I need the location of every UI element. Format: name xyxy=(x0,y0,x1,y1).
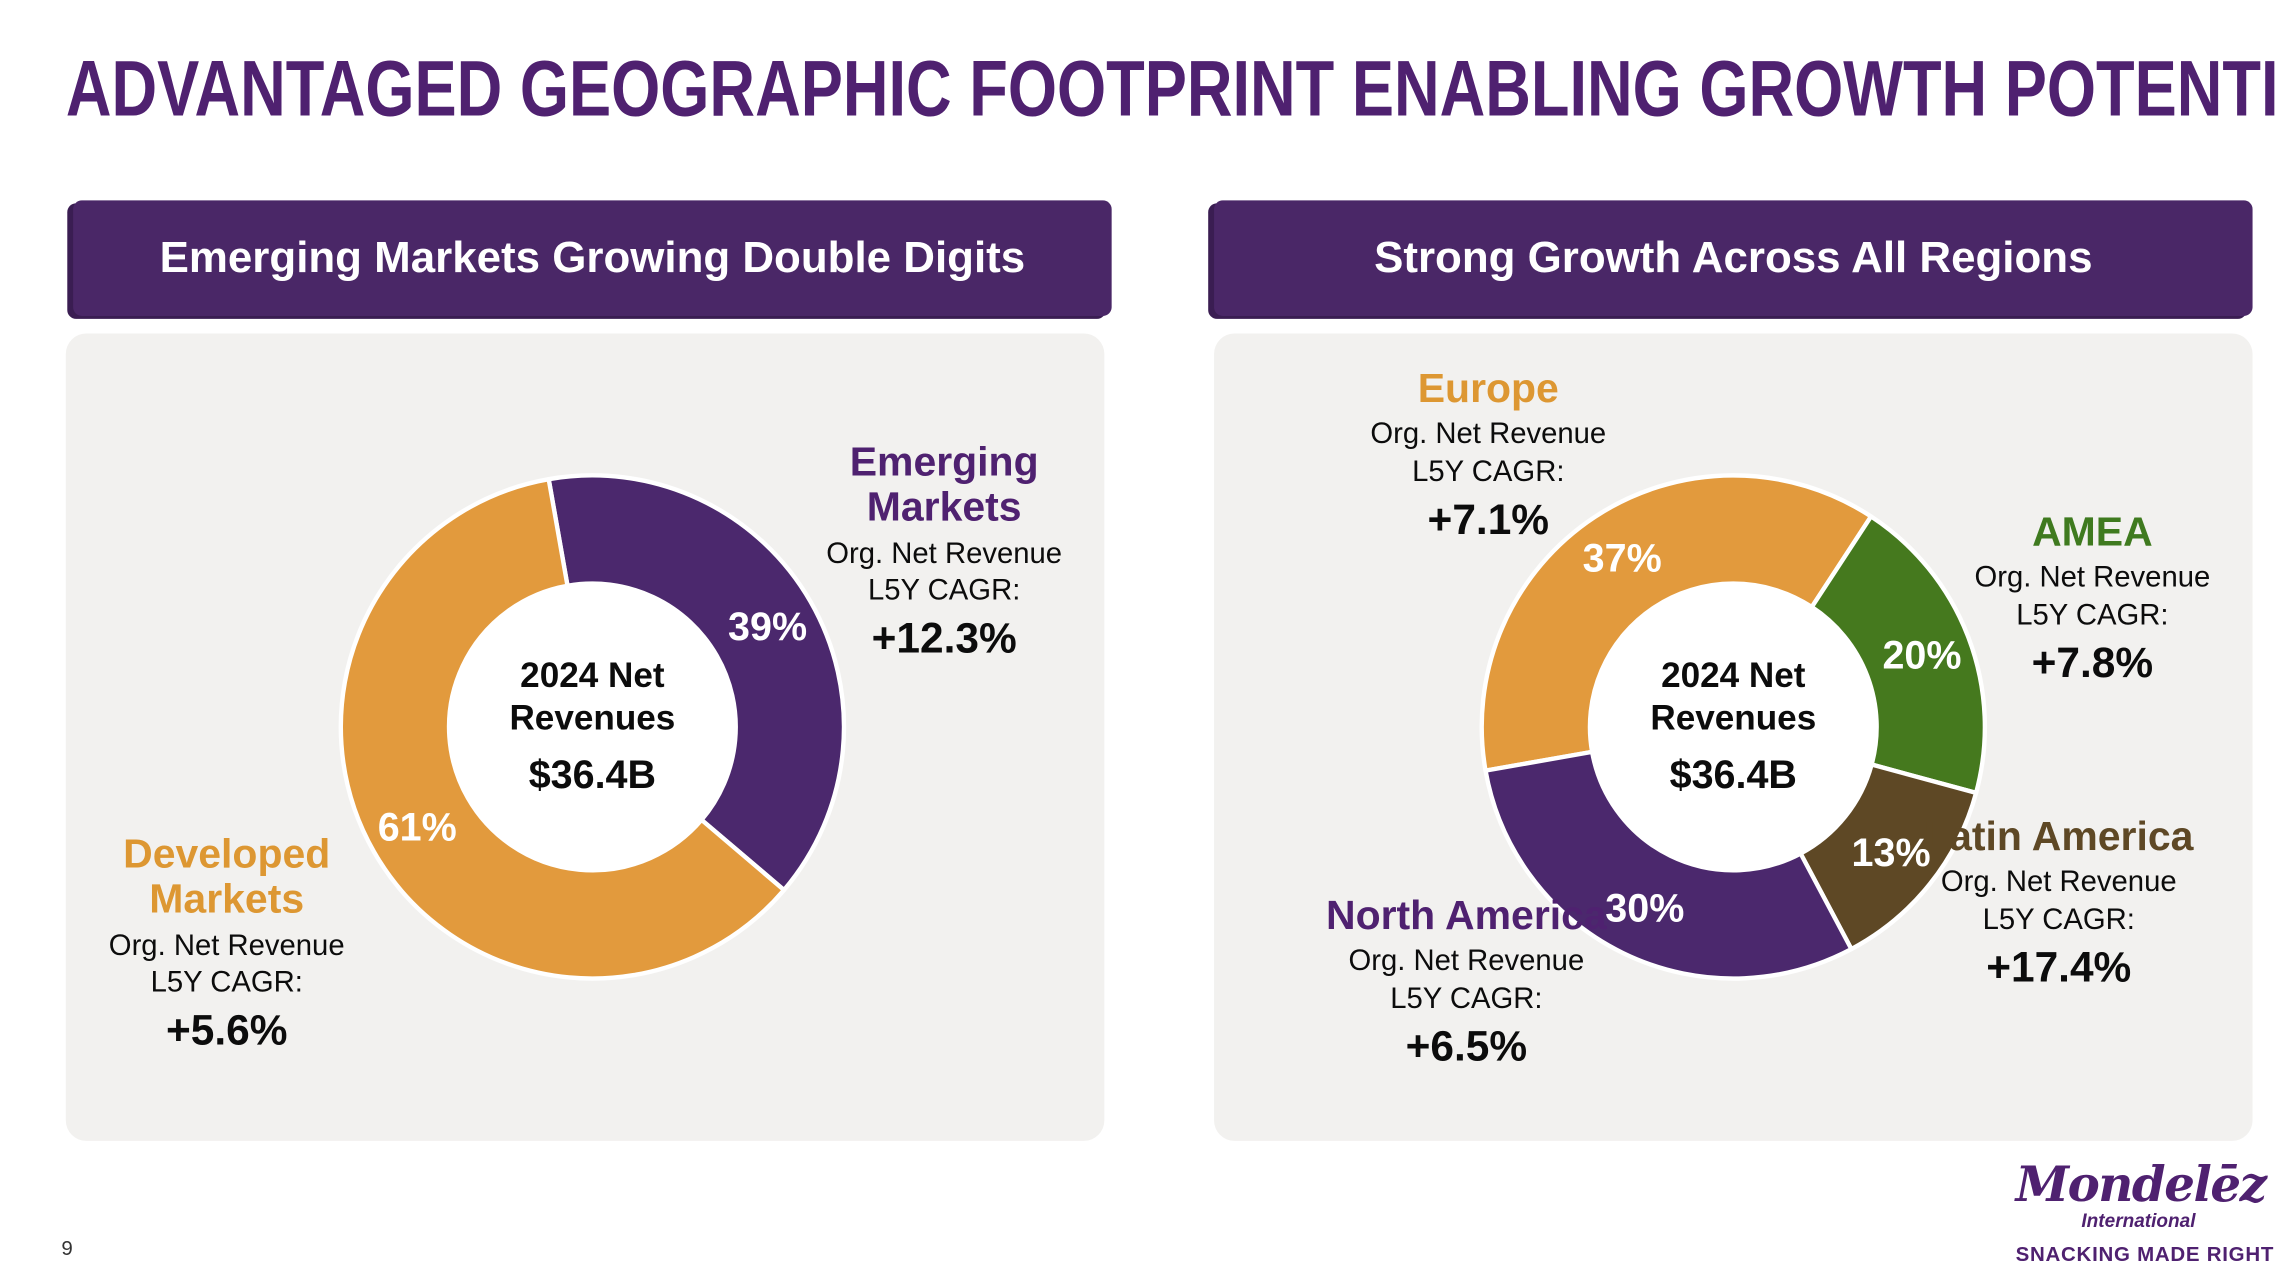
logo-tagline-text: SNACKING MADE RIGHT xyxy=(2015,1241,2275,1266)
center-line-1: 2024 Net xyxy=(1661,656,1806,696)
segment-note-line2: L5Y CAGR: xyxy=(2016,599,2169,632)
left-panel-header: Emerging Markets Growing Double Digits xyxy=(73,200,1112,316)
segment-label: North America xyxy=(1326,892,1607,938)
segment-cagr-value: +12.3% xyxy=(871,615,1017,663)
left-panel-header-label: Emerging Markets Growing Double Digits xyxy=(159,233,1026,282)
segment-note-line2: L5Y CAGR: xyxy=(150,967,303,1000)
segment-note-line2: L5Y CAGR: xyxy=(1412,456,1565,489)
segment-label: Europe xyxy=(1417,365,1559,412)
donut-hole xyxy=(446,580,739,874)
segment-annotation-amea: AMEA Org. Net Revenue L5Y CAGR: +7.8% xyxy=(1928,509,2257,688)
donut-segment-emerging-markets xyxy=(546,473,847,893)
donut-hole xyxy=(1587,580,1880,874)
segment-label: AMEA xyxy=(2032,509,2153,555)
center-line-2: Revenues xyxy=(1650,698,1817,738)
segment-label: Developed Markets xyxy=(123,830,331,923)
donut-percent-label: 39% xyxy=(728,605,807,649)
donut-percent-label: 30% xyxy=(1605,887,1684,931)
right-panel-header-label: Strong Growth Across All Regions xyxy=(1374,233,2093,282)
donut-segment-europe xyxy=(1479,473,1874,773)
segment-note-line1: Org. Net Revenue xyxy=(826,537,1063,571)
segment-annotation-emerging-markets: Emerging Markets Org. Net Revenue L5Y CA… xyxy=(772,439,1116,664)
segment-cagr-value: +6.5% xyxy=(1405,1023,1528,1071)
segment-annotation-europe: Europe Org. Net Revenue L5Y CAGR: +7.1% xyxy=(1316,366,1660,545)
segment-label: Emerging Markets xyxy=(849,438,1039,531)
segment-cagr-value: +5.6% xyxy=(165,1007,288,1055)
donut-percent-label: 20% xyxy=(1882,633,1961,677)
segment-note-line1: Org. Net Revenue xyxy=(1940,866,2177,899)
segment-cagr-value: +7.8% xyxy=(2031,639,2154,687)
page-number: 9 xyxy=(61,1235,73,1260)
segment-note-line2: L5Y CAGR: xyxy=(1982,903,2135,937)
donut-percent-label: 61% xyxy=(378,805,457,849)
center-value: $36.4B xyxy=(1669,752,1797,797)
donut-segment-developed-markets xyxy=(338,477,787,981)
segment-note-line1: Org. Net Revenue xyxy=(1974,562,2211,595)
donut-chart-emerging-vs-developed: 39% 61% xyxy=(338,473,847,981)
segment-note-line2: L5Y CAGR: xyxy=(1390,982,1543,1016)
segment-annotation-north-america: North America Org. Net Revenue L5Y CAGR:… xyxy=(1324,892,1609,1071)
donut-center-label-left: 2024 Net Revenues $36.4B xyxy=(468,656,717,797)
segment-note-line1: Org. Net Revenue xyxy=(1348,945,1585,978)
segment-note-line1: Org. Net Revenue xyxy=(1370,418,1607,452)
donut-segment-amea xyxy=(1809,514,1988,796)
segment-cagr-value: +7.1% xyxy=(1427,496,1550,544)
segment-note-line2: L5Y CAGR: xyxy=(868,575,1021,608)
segment-annotation-developed-markets: Developed Markets Org. Net Revenue L5Y C… xyxy=(51,831,402,1056)
center-line-2: Revenues xyxy=(509,698,676,738)
logo-sub-text: International xyxy=(2081,1209,2196,1232)
segment-note-line1: Org. Net Revenue xyxy=(108,929,345,963)
donut-segment-north-america xyxy=(1483,749,1854,981)
center-value: $36.4B xyxy=(528,752,657,797)
donut-chart-regions: 37% 20% 13% 30% xyxy=(1479,473,1988,981)
donut-percent-label: 37% xyxy=(1583,537,1662,581)
segment-cagr-value: +17.4% xyxy=(1986,944,2132,992)
mondelez-logo: Mondelēz International SNACKING MADE RIG… xyxy=(2015,1155,2275,1266)
right-panel-header: Strong Growth Across All Regions xyxy=(1214,200,2253,316)
donut-percent-label: 13% xyxy=(1852,831,1931,875)
slide-title: ADVANTAGED GEOGRAPHIC FOOTPRINT ENABLING… xyxy=(65,45,2276,134)
logo-brand-text: Mondelēz xyxy=(2015,1155,2267,1213)
center-line-1: 2024 Net xyxy=(520,656,665,696)
segment-label: Latin America xyxy=(1924,813,2194,859)
segment-annotation-latin-america: Latin America Org. Net Revenue L5Y CAGR:… xyxy=(1923,813,2194,992)
donut-center-label-right: 2024 Net Revenues $36.4B xyxy=(1609,656,1858,797)
